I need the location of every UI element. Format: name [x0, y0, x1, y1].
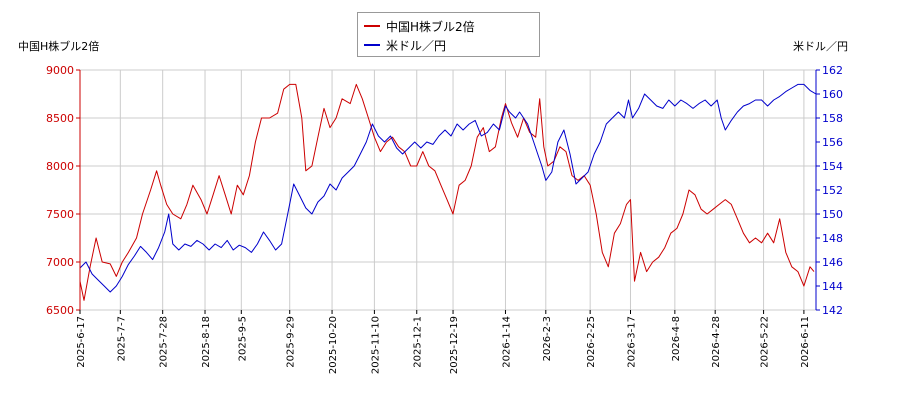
right-tick-label: 146	[822, 256, 843, 269]
plot-area	[79, 69, 817, 311]
legend-item-usdjpy: 米ドル／円	[364, 36, 446, 54]
x-tick-label: 2026-3-17	[626, 316, 637, 368]
left-tick-label: 8500	[46, 112, 74, 125]
legend-item-h-shares: 中国H株ブル2倍	[364, 17, 475, 35]
right-tick-label: 142	[822, 304, 843, 317]
right-tick-label: 144	[822, 280, 843, 293]
x-tick-label: 2025-9-29	[286, 316, 297, 368]
legend-label-usdjpy: 米ドル／円	[386, 38, 447, 53]
x-tick-label: 2025-7-28	[159, 316, 170, 368]
left-axis-title: 中国H株ブル2倍	[18, 40, 100, 53]
left-tick-label: 8000	[46, 160, 74, 173]
series-layer	[79, 83, 817, 301]
right-tick-label: 152	[822, 184, 843, 197]
x-tick-label: 2026-4-8	[671, 316, 682, 361]
x-tick-label: 2025-7-7	[116, 316, 127, 361]
legend-swatch-red	[364, 25, 380, 27]
right-tick-label: 156	[822, 136, 843, 149]
right-tick-label: 160	[822, 88, 843, 101]
x-tick-label: 2025-9-5	[237, 316, 248, 361]
x-tick-label: 2025-12-1	[413, 316, 424, 368]
chart-legend: 中国H株ブル2倍 米ドル／円	[357, 12, 540, 57]
x-tick-label: 2026-1-14	[501, 316, 512, 368]
right-axis-title: 米ドル／円	[793, 40, 848, 53]
right-tick-label: 154	[822, 160, 843, 173]
x-tick-label: 2026-4-28	[711, 316, 722, 368]
legend-swatch-blue	[364, 44, 380, 46]
right-tick-label: 158	[822, 112, 843, 125]
axis-layer: 6500 7000 7500 8000 8500 9000 142 144 146 148 150 1…	[46, 64, 843, 374]
x-tick-label: 2026-2-3	[542, 316, 553, 361]
x-tick-label: 2025-8-18	[201, 316, 212, 368]
x-tick-label: 2025-12-19	[449, 316, 460, 374]
left-tick-label: 9000	[46, 64, 74, 77]
legend-label-h-shares: 中国H株ブル2倍	[386, 19, 475, 34]
x-tick-label: 2026-6-11	[800, 316, 811, 368]
left-tick-label: 7000	[46, 256, 74, 269]
right-tick-label: 148	[822, 232, 843, 245]
x-tick-label: 2025-6-17	[76, 316, 87, 368]
left-tick-label: 6500	[46, 304, 74, 317]
x-tick-label: 2026-2-25	[586, 316, 597, 368]
x-tick-label: 2026-5-22	[760, 316, 771, 368]
grid-layer	[79, 69, 816, 311]
series-line-usdjpy	[79, 83, 817, 293]
x-tick-label: 2025-11-10	[370, 316, 381, 374]
left-tick-label: 7500	[46, 208, 74, 221]
x-tick-label: 2025-10-20	[328, 316, 339, 374]
right-tick-label: 150	[822, 208, 843, 221]
right-tick-label: 162	[822, 64, 843, 77]
series-line-h-shares	[79, 83, 815, 301]
